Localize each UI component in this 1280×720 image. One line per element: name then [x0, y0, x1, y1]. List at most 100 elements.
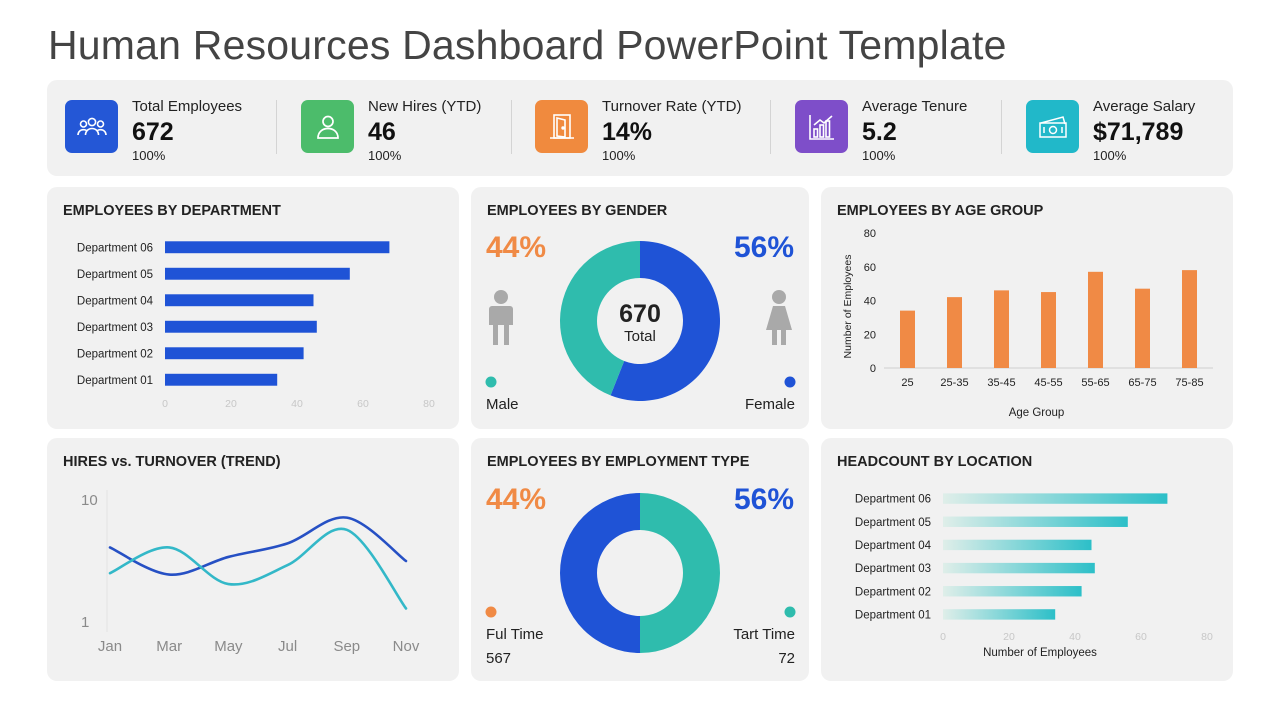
- category-label: 75-85: [1175, 377, 1203, 389]
- gender-total-value: 670: [619, 300, 661, 328]
- kpi-bar: Total Employees 672 100% New Hires (YTD)…: [47, 80, 1233, 176]
- kpi-label: New Hires (YTD): [368, 98, 482, 115]
- gender-decor: [485, 290, 796, 388]
- category-label: 25: [901, 377, 913, 389]
- category-label: Department 02: [855, 586, 931, 598]
- bar: [165, 373, 278, 386]
- male-percent: 44%: [486, 231, 547, 264]
- kpi-value: 46: [368, 118, 396, 146]
- category-label: 55-65: [1081, 377, 1109, 389]
- parttime-percent: 56%: [733, 483, 794, 516]
- category-label: Department 04: [77, 295, 154, 307]
- emptype-card: EMPLOYEES BY EMPLOYMENT TYPE 44% 56% Ful…: [471, 438, 809, 681]
- male-legend-dot: [485, 376, 497, 388]
- kpi-divider: [511, 100, 512, 154]
- trend-chart: 1 10 Jan Mar May Jul Sep Nov: [81, 490, 420, 655]
- axis-label: Number of Employees: [842, 255, 854, 359]
- tick-label: 60: [1135, 631, 1147, 643]
- category-label: Department 04: [855, 540, 932, 552]
- parttime-legend-dot: [784, 606, 796, 618]
- user-icon: [301, 100, 354, 153]
- donut-slice: [610, 241, 720, 401]
- bar: [943, 562, 1095, 574]
- female-legend-dot: [784, 376, 796, 388]
- donut-slice: [560, 241, 640, 396]
- age-card: EMPLOYEES BY AGE GROUP 0 20 40 60 80 25 25-35 3…: [821, 187, 1233, 429]
- gender-total-label: Total: [624, 328, 656, 345]
- donut-slice: [560, 493, 640, 653]
- location-chart: Department 01 Department 02 Department 03 D…: [855, 493, 1213, 659]
- kpi-divider: [1001, 100, 1002, 154]
- category-label: Department 01: [77, 375, 153, 387]
- category-label: Department 03: [77, 322, 153, 334]
- parttime-count: 72: [778, 650, 795, 667]
- tick-label: Jul: [278, 638, 297, 655]
- door-icon: [535, 100, 588, 153]
- tick-label: 10: [81, 492, 98, 509]
- category-label: 35-45: [987, 377, 1015, 389]
- kpi-label: Average Salary: [1093, 98, 1196, 115]
- tick-label: Mar: [156, 638, 182, 655]
- female-label: Female: [744, 396, 795, 413]
- axis-label: Number of Employees: [983, 647, 1097, 659]
- bar: [165, 267, 350, 280]
- bar: [1088, 271, 1103, 368]
- trend-card: HIRES vs. TURNOVER (TREND) 1 10 Jan Mar May J…: [47, 438, 459, 681]
- dept-chart: Department 01 Department 02 Department 03 D…: [77, 241, 435, 410]
- bar: [943, 493, 1168, 504]
- fulltime-legend-dot: [485, 606, 497, 618]
- female-percent: 56%: [733, 231, 794, 264]
- bar: [947, 297, 962, 368]
- kpi-divider: [770, 100, 771, 154]
- kpi-new-hires: New Hires (YTD) 46 100%: [283, 80, 513, 176]
- category-label: Department 06: [77, 242, 153, 254]
- kpi-sub: 100%: [1093, 148, 1127, 163]
- category-label: 45-55: [1034, 377, 1062, 389]
- tick-label: 0: [162, 398, 168, 410]
- gender-card: EMPLOYEES BY GENDER 44% 56% 670 Total Ma…: [471, 187, 809, 429]
- category-label: 65-75: [1128, 377, 1156, 389]
- series-line: [108, 527, 408, 610]
- kpi-average-tenure: Average Tenure 5.2 100%: [777, 80, 1002, 176]
- dept-card: EMPLOYEES BY DEPARTMENT Department 01 Dep…: [47, 187, 459, 429]
- kpi-sub: 100%: [132, 148, 166, 163]
- tick-label: 40: [291, 398, 303, 410]
- bar: [943, 516, 1128, 527]
- kpi-sub: 100%: [368, 148, 402, 163]
- kpi-value: 5.2: [862, 118, 897, 146]
- kpi-label: Turnover Rate (YTD): [602, 98, 742, 115]
- tick-label: 40: [864, 296, 876, 308]
- kpi-value: 672: [132, 118, 174, 146]
- kpi-turnover-rate: Turnover Rate (YTD) 14% 100%: [517, 80, 767, 176]
- kpi-sub: 100%: [862, 148, 896, 163]
- card-title: EMPLOYEES BY DEPARTMENT: [63, 203, 281, 219]
- category-label: 25-35: [940, 377, 968, 389]
- tick-label: Sep: [333, 638, 360, 655]
- tick-label: 20: [225, 398, 237, 410]
- bar: [1182, 270, 1197, 368]
- bar: [943, 586, 1082, 597]
- category-label: Department 06: [855, 494, 931, 506]
- fulltime-label: Ful Time: [486, 626, 544, 643]
- card-title: EMPLOYEES BY EMPLOYMENT TYPE: [487, 454, 750, 470]
- kpi-label: Average Tenure: [862, 98, 968, 115]
- tick-label: 80: [1201, 631, 1213, 643]
- tick-label: 20: [1003, 631, 1015, 643]
- emptype-donut: [560, 493, 720, 653]
- card-title: HIRES vs. TURNOVER (TREND): [63, 454, 281, 470]
- tick-label: 0: [870, 363, 876, 375]
- people-icon: [65, 100, 118, 153]
- category-label: Department 01: [855, 609, 931, 621]
- kpi-sub: 100%: [602, 148, 636, 163]
- location-card: HEADCOUNT BY LOCATION Department 01 Depar…: [821, 438, 1233, 681]
- bar: [165, 347, 304, 360]
- gender-donut: [560, 241, 720, 401]
- bar: [165, 294, 314, 307]
- bar-chart-icon: [795, 100, 848, 153]
- bar: [994, 290, 1009, 368]
- card-title: EMPLOYEES BY AGE GROUP: [837, 203, 1044, 219]
- fulltime-count: 567: [486, 650, 512, 667]
- category-label: Department 02: [77, 348, 153, 360]
- kpi-value: $71,789: [1093, 118, 1184, 146]
- donut-slice: [640, 493, 720, 653]
